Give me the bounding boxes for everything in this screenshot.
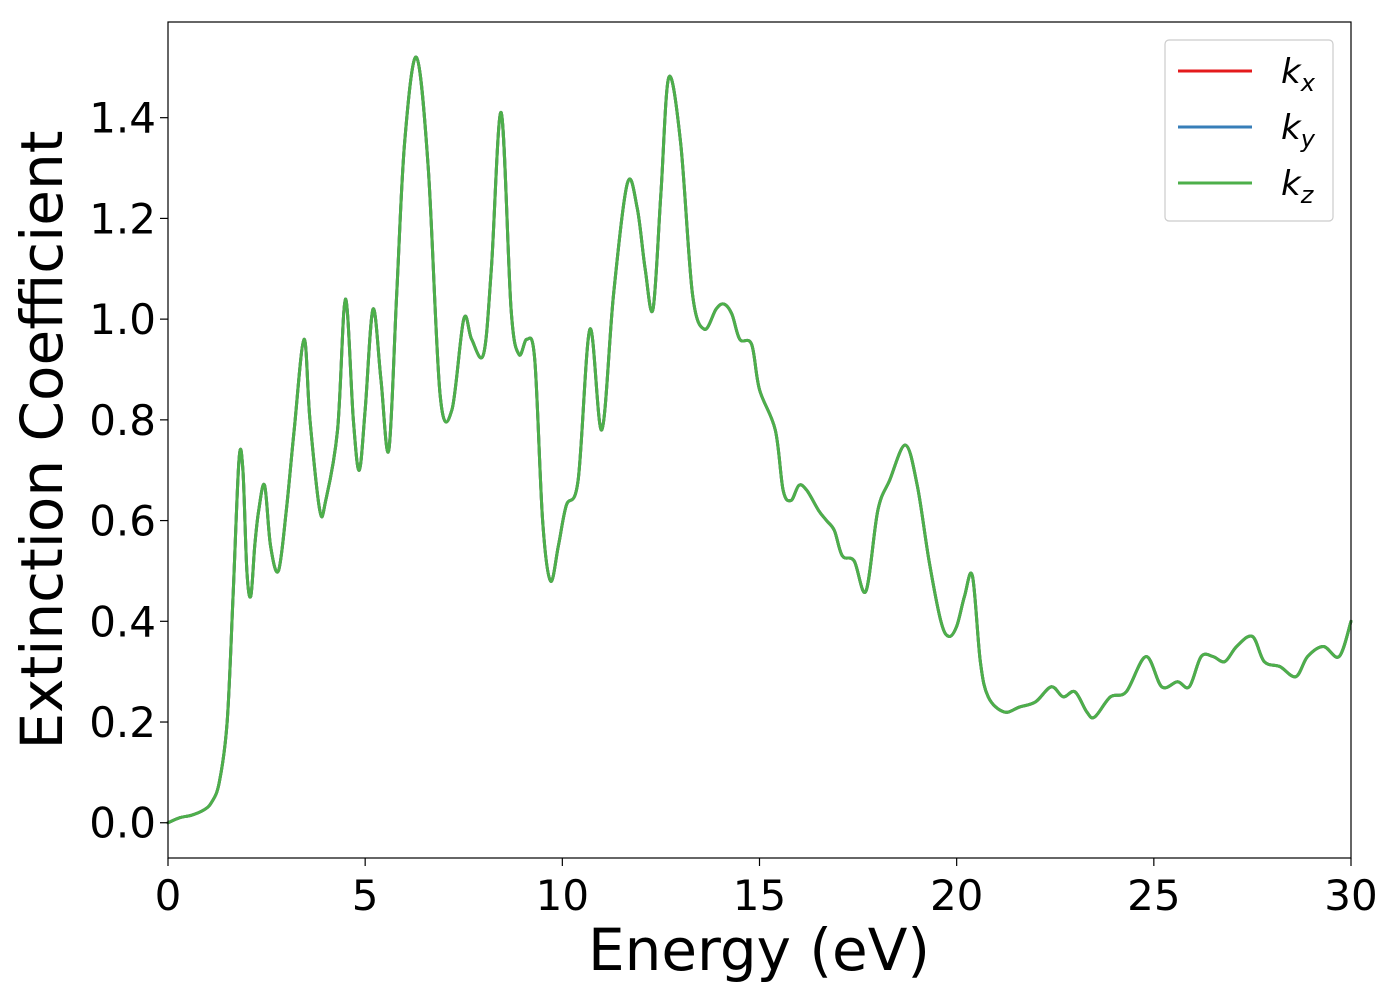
legend-label-kz: kz: [1281, 164, 1315, 209]
y-tick-label: 1.2: [89, 194, 156, 243]
x-tick-label: 0: [155, 871, 182, 920]
x-tick-label: 5: [352, 871, 379, 920]
x-tick-label: 10: [536, 871, 589, 920]
legend-frame: [1164, 39, 1334, 222]
x-tick-label: 30: [1324, 871, 1377, 920]
plot-background: [168, 22, 1351, 858]
y-tick-label: 0.6: [89, 497, 156, 546]
legend: kx ky kz: [1164, 39, 1334, 222]
legend-label-kx: kx: [1281, 52, 1316, 97]
y-tick-label: 0.0: [89, 799, 156, 848]
y-axis: 0.0 0.2 0.4 0.6 0.8 1.0 1.2 1.4: [89, 94, 168, 848]
y-tick-label: 0.8: [89, 396, 156, 445]
x-tick-label: 15: [733, 871, 786, 920]
x-tick-label: 25: [1127, 871, 1180, 920]
y-tick-label: 1.4: [89, 94, 156, 143]
x-tick-label: 20: [930, 871, 983, 920]
x-axis-title: Energy (eV): [588, 916, 930, 984]
y-tick-label: 0.4: [89, 597, 156, 646]
x-axis: 0 5 10 15 20 25 30: [155, 858, 1378, 920]
series-line-kz: [166, 55, 1353, 825]
y-tick-label: 1.0: [89, 295, 156, 344]
y-tick-label: 0.2: [89, 698, 156, 747]
legend-label-ky: ky: [1281, 108, 1316, 153]
series-layer: [166, 55, 1353, 825]
y-axis-title: Extinction Coefficient: [8, 131, 76, 750]
